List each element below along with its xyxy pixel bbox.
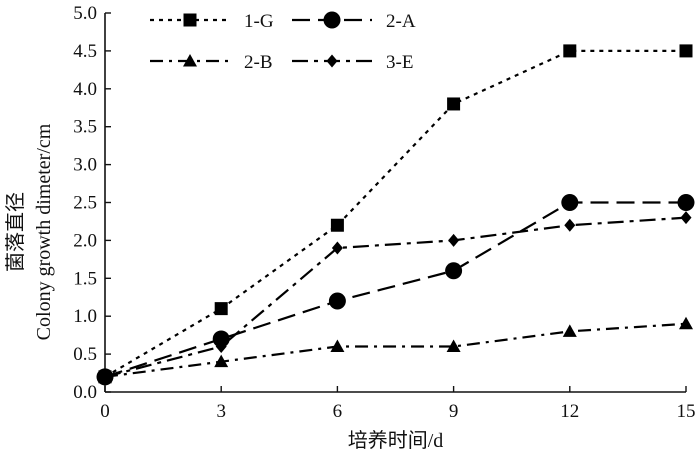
legend-label: 3-E (386, 52, 413, 73)
x-axis-title: 培养时间/d (348, 429, 444, 452)
data-point (330, 218, 344, 232)
y-tick-label: 3.0 (73, 155, 97, 176)
series-layer (96, 44, 695, 386)
data-point (679, 316, 693, 330)
y-tick-label: 0.5 (73, 344, 97, 365)
data-point (214, 302, 228, 316)
legend-marker (323, 11, 341, 29)
data-point (215, 340, 227, 354)
legend-label: 2-B (244, 52, 273, 73)
y-tick-label: 5.0 (73, 3, 97, 24)
data-point (448, 233, 460, 247)
legend-label: 2-A (386, 11, 416, 32)
legend-marker (326, 54, 338, 68)
y-tick-label: 2.5 (73, 193, 97, 214)
data-point (331, 241, 343, 255)
data-point (99, 370, 111, 384)
x-tick-label: 3 (216, 401, 226, 422)
y-tick-label: 3.5 (73, 117, 97, 138)
x-tick-label: 6 (333, 401, 343, 422)
y-tick-label: 0.0 (73, 382, 97, 403)
data-point (564, 218, 576, 232)
data-point (212, 330, 230, 348)
data-point (330, 339, 345, 353)
y-axis-title-cn: 菌落直径 (4, 192, 27, 272)
data-point (680, 211, 692, 225)
series-2-A (96, 194, 695, 386)
series-line (104, 201, 686, 378)
data-point (447, 97, 461, 111)
data-point (563, 44, 577, 58)
y-tick-label: 1.0 (73, 306, 97, 327)
series-line (104, 322, 687, 378)
y-tick-label: 4.5 (73, 41, 97, 62)
y-tick-label: 2.0 (73, 230, 97, 251)
y-tick-label: 4.0 (73, 79, 97, 100)
legend-item: 3-E (292, 52, 413, 73)
x-tick-label: 15 (677, 401, 696, 422)
data-point (561, 194, 579, 211)
series-1-G (98, 44, 693, 384)
legend: 1-G 2-A 2-B 3-E (150, 11, 416, 73)
axes: 0.0 0.5 1.0 1.5 2.0 2.5 3.0 3.5 4.0 4.5 5.0 0 3 6 9 12 1… (73, 3, 695, 422)
series-line (104, 216, 687, 378)
data-point (446, 339, 461, 353)
series-line (104, 49, 686, 378)
data-point (677, 194, 695, 211)
data-point (328, 292, 346, 310)
legend-item: 2-B (150, 52, 273, 73)
y-axis-title-en: Colony growth dimeter/cm (33, 123, 55, 340)
legend-marker (183, 54, 197, 67)
legend-item: 1-G (150, 11, 274, 32)
x-tick-label: 9 (449, 401, 459, 422)
data-point (679, 44, 693, 58)
data-point (445, 262, 463, 280)
legend-marker (183, 13, 197, 27)
data-point (562, 324, 577, 337)
x-tick-label: 12 (560, 401, 579, 422)
legend-item: 2-A (292, 11, 416, 32)
y-tick-label: 1.5 (73, 268, 97, 289)
legend-label: 1-G (244, 11, 274, 32)
data-point (214, 354, 229, 368)
series-3-E (99, 211, 692, 384)
x-tick-label: 0 (100, 401, 110, 422)
